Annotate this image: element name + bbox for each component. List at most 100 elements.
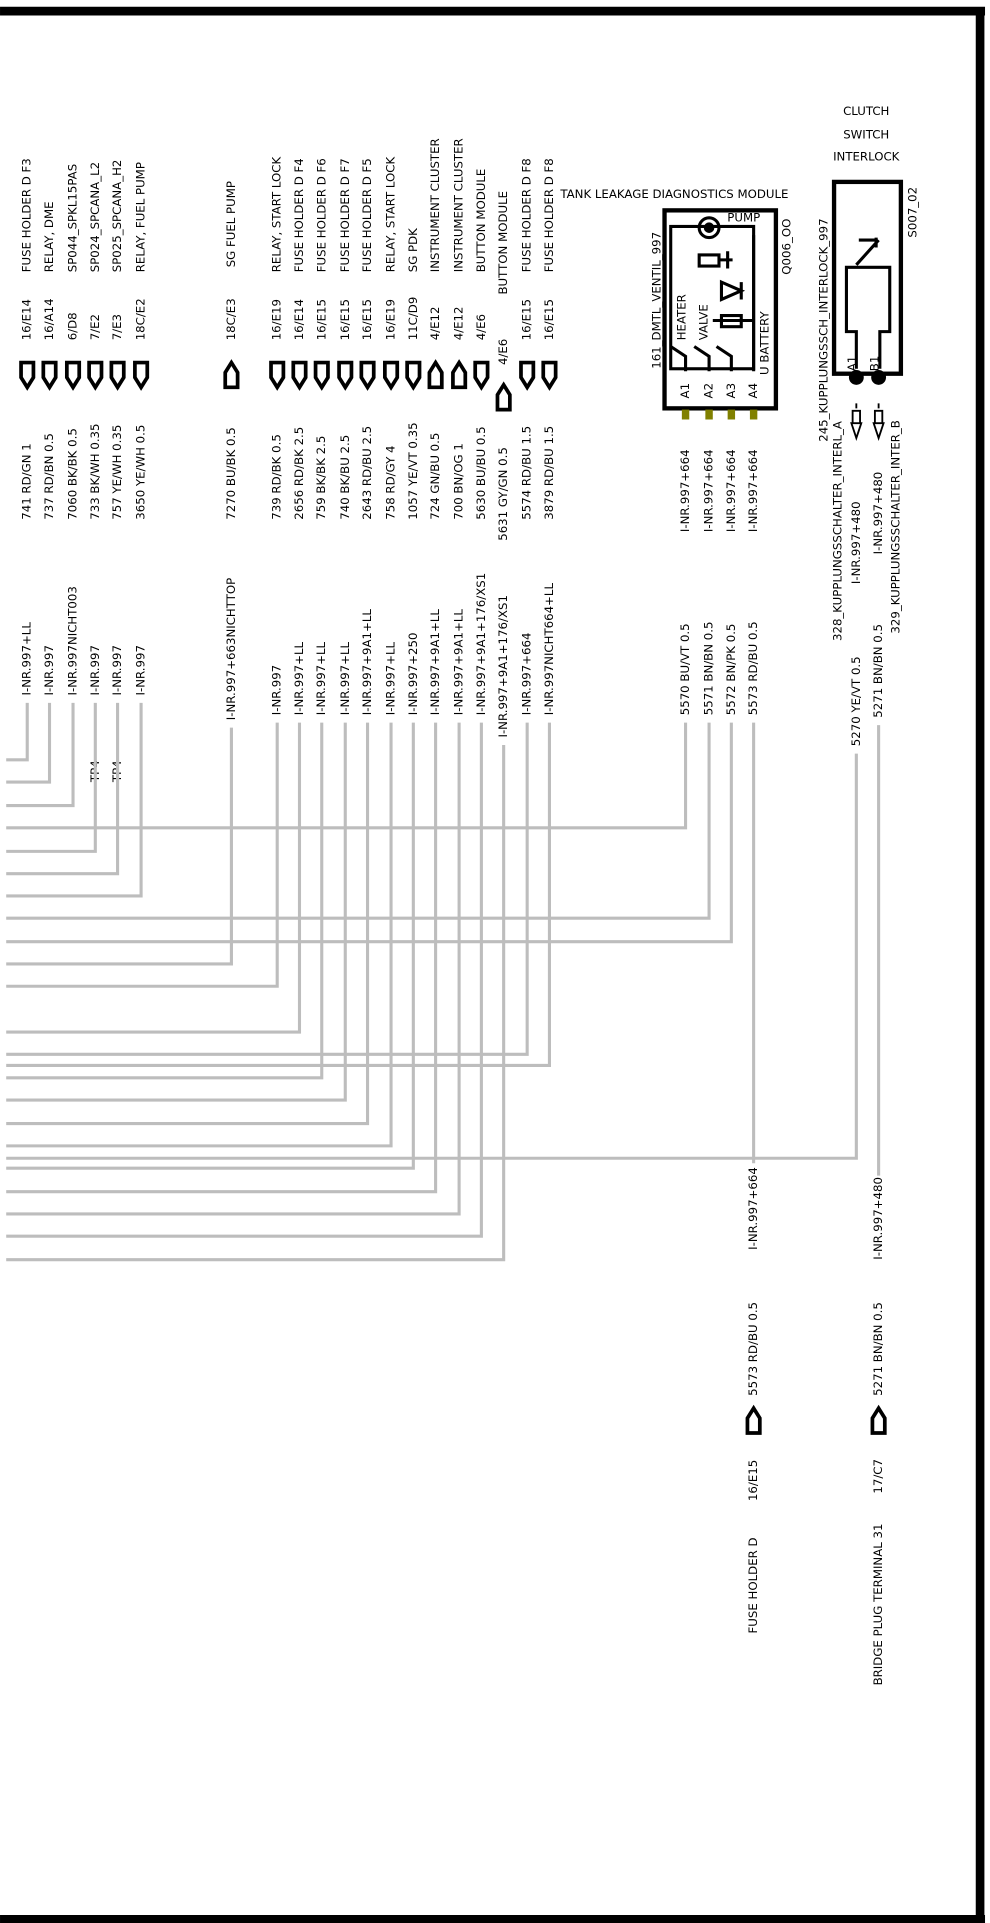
device-label: SG FUEL PUMP [224,181,238,267]
connector [64,360,82,391]
wire-label: 739 RD/BK 0.5 [270,434,284,520]
wire-label: 5630 BU/BU 0.5 [474,426,488,519]
wire [6,722,733,944]
wire-label: 758 RD/GY 4 [384,445,398,519]
pin-terminal [705,409,713,420]
wire-label: 740 BK/BU 2.5 [338,435,352,520]
fuse-connector [872,403,885,441]
device-label: SP025_SPCANA_H2 [110,160,124,273]
device-label: RELAY, START LOCK [270,156,284,272]
wire [6,722,529,1056]
wire-code: I-NR.997+LL [384,641,398,715]
pin-label: 16/E15 [360,299,374,340]
pin-name: 329_KUPPLUNGSSCHALTER_INTER_B [888,420,902,633]
connector [745,1404,762,1435]
connector [359,360,376,391]
wire-code: I-NR.997 [270,665,284,715]
pin-label: 16/E19 [270,299,284,340]
wire [6,702,120,876]
pin-label: 4/E6 [474,314,488,340]
wire-label: 5271 BN/BN 0.5 [871,1302,885,1396]
connector [870,1404,887,1435]
pin-terminal [871,369,887,385]
wire-label: 741 RD/GN 1 [20,443,34,519]
device-label: SG PDK [406,228,420,272]
wire [6,722,461,1216]
wire-code: I-NR.997+480 [871,472,885,555]
part-label: U BATTERY [757,310,771,375]
wire-label: 5571 BN/BN 0.5 [702,622,716,716]
wire [6,722,551,1067]
wire-label: 2656 RD/BK 2.5 [292,427,306,520]
wire-code: I-NR.997 [42,645,56,695]
pin-label: 18C/E2 [134,298,148,340]
wire-code: I-NR.997+9A1+176/XS1 [474,573,488,715]
connector [519,360,536,391]
pin-name: 328_KUPPLUNGSSCHALTER_INTERL_A [830,421,844,641]
connector [291,360,308,391]
device-label: FUSE HOLDER D F7 [338,158,352,272]
wire-code: I-NR.997+664 [702,449,716,532]
wire-code: I-NR.997+9A1+LL [452,609,466,716]
device-label: FUSE HOLDER D F3 [20,158,34,272]
device-label: FUSE HOLDER D F4 [292,158,306,272]
wire-code: I-NR.997+LL [338,641,352,715]
pin-label: 7/E2 [88,314,102,340]
device-label: RELAY, FUEL PUMP [134,162,148,272]
wire [6,702,29,762]
wire-code: I-NR.997+9A1+LL [428,609,442,716]
connector [269,360,286,391]
pin-label: 7/E3 [110,314,124,340]
switch-title: INTERLOCK [833,150,900,164]
wire-code: I-NR.997+664 [746,1167,760,1250]
wire-label: 5631 GY/GN 0.5 [496,447,510,541]
wire [6,722,483,1238]
pin-label: 4/E12 [428,306,442,340]
device-label: INSTRUMENT CLUSTER [428,138,442,272]
pin-label: 16/A14 [42,298,56,340]
wire-code: I-NR.997+664 [678,449,692,532]
wire-label: 3650 YE/WH 0.5 [134,425,148,520]
wire-label: 5573 RD/BU 0.5 [746,621,760,715]
device-label: SP044_SPKL15PAS [66,164,80,272]
connector [313,360,330,391]
wire [6,744,506,1262]
wire [6,727,233,966]
wire-label: 7270 BU/BK 0.5 [224,427,238,519]
part-label: VALVE [697,304,711,340]
device-label: SP024_SPCANA_L2 [88,162,102,272]
device-label: INSTRUMENT CLUSTER [452,138,466,272]
wire-label: 2643 RD/BU 2.5 [360,426,374,520]
wire-label: 5572 BN/PK 0.5 [724,624,738,716]
wire-label: 757 YE/WH 0.35 [110,425,124,520]
wire-code: I-NR.997 [110,645,124,695]
module-id: Q006_OO [780,219,794,275]
pin-terminal [681,409,690,420]
wire [6,722,415,1170]
connector [337,360,354,391]
wire [6,722,393,1148]
wire-code: I-NR.997+480 [849,501,863,584]
wire [6,722,438,1194]
pin-label: 16/E15 [338,299,352,340]
wire-code: I-NR.997NICHT003 [66,586,80,695]
pin-label: 16/E15 [314,299,328,340]
device-label: BUTTON MODULE [474,169,488,273]
pin-terminal [749,409,758,420]
wire [6,702,75,808]
pin-label: A3 [724,383,738,399]
wire [6,702,52,784]
wire-code: I-NR.997 [134,645,148,695]
wire-label: 5570 BU/VT 0.5 [678,623,692,715]
wire [6,702,97,853]
wire-label: 737 RD/BN 0.5 [42,433,56,520]
wire-label: 1057 YE/VT 0.35 [406,422,420,519]
pin-label: A1 [678,383,692,399]
wire-code: I-NR.997+664 [746,449,760,532]
pin-label: B1 [867,356,881,372]
wire-label: 759 BK/BK 2.5 [314,436,328,520]
wire-label: 5573 RD/BU 0.5 [746,1302,760,1396]
module-symbol [662,179,904,411]
wire [6,722,688,830]
device-label: FUSE HOLDER D F6 [314,158,328,272]
